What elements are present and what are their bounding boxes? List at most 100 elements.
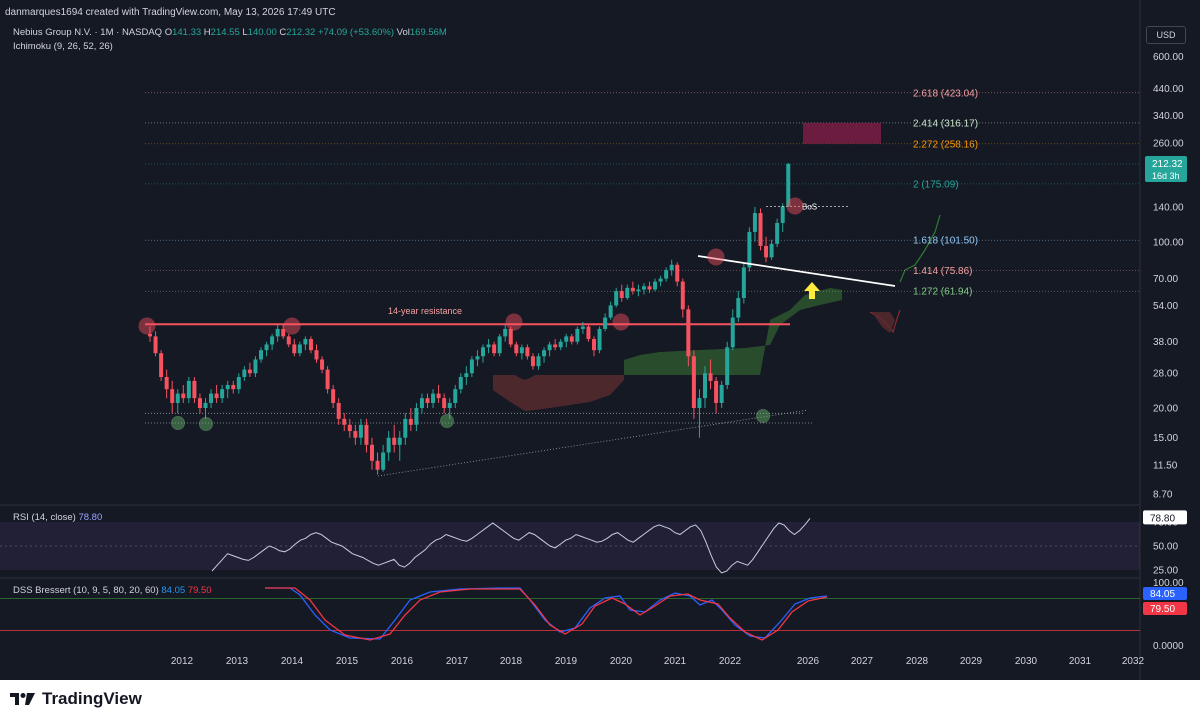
candle-body [786,163,791,207]
candle-body [403,418,408,438]
time-axis-tick: 2022 [719,656,742,667]
candle-body [358,424,363,438]
candle-body [592,339,596,351]
fib-level-label: 2.618 (423.04) [913,88,978,99]
time-axis-tick: 2026 [797,656,820,667]
up-arrow-icon [804,282,820,299]
candle-body [386,437,391,453]
candle-body [170,389,175,403]
candle-body [741,267,746,299]
candle-body [481,347,485,357]
ohlc-legend: Nebius Group N.V. · 1M · NASDAQ O141.33 … [13,27,447,38]
candle-body [197,398,202,408]
price-axis-tick: 20.00 [1153,404,1178,415]
candle-body [708,373,713,381]
rsi-legend[interactable]: RSI (14, close) 78.80 [13,512,103,523]
ichimoku-chikou [899,214,941,283]
price-chart[interactable]: 600.00440.00340.00260.00200.00140.00100.… [0,0,1200,680]
rsi-axis-tick: 25.00 [1153,566,1178,577]
candle-body [458,377,463,390]
candle-body [669,264,674,271]
symbol-name: Nebius Group N.V. · 1M · NASDAQ [13,27,163,38]
candle-body [525,347,530,357]
time-axis-tick: 2014 [281,656,304,667]
countdown-value: 16d 3h [1152,171,1180,181]
dss-axis-tick: 0.0000 [1153,641,1184,652]
candle-body [636,289,641,292]
candle-body [325,369,330,390]
fib-level-label: 1.414 (75.86) [913,266,973,277]
candle-body [286,336,291,345]
candle-body [281,328,286,337]
candle-body [764,245,769,258]
bos-label: BoS [802,203,817,212]
candle-body [175,393,180,403]
time-axis-tick: 2030 [1015,656,1038,667]
time-axis-tick: 2015 [336,656,359,667]
price-axis-tick: 440.00 [1153,84,1184,95]
dss-legend[interactable]: DSS Bressert (10, 9, 5, 80, 20, 60) 84.0… [13,585,212,596]
candle-body [236,377,241,390]
candle-body [370,444,374,461]
candle-body [608,305,613,318]
change-value: +74.09 (+53.60%) [317,27,395,38]
chart-area[interactable]: 600.00440.00340.00260.00200.00140.00100.… [0,0,1200,680]
candle-body [414,408,419,425]
candle-body [148,333,152,337]
candle-body [381,452,386,470]
candle-body [691,356,696,408]
dss-value-badge-red [1143,602,1187,615]
candle-body [270,336,275,345]
candle-body [508,328,513,345]
candle-body [775,222,780,244]
ichimoku-legend[interactable]: Ichimoku (9, 26, 52, 26) [13,41,113,52]
candle-body [186,380,191,399]
rsi-axis-tick: 50.00 [1153,542,1178,553]
candle-body [752,213,757,232]
currency-button[interactable]: USD [1146,26,1186,44]
time-axis-tick: 2012 [171,656,194,667]
candle-body [364,424,369,445]
candle-body [580,326,585,329]
candle-body [203,402,208,408]
candle-body [719,384,724,403]
price-axis-tick: 15.00 [1153,433,1178,444]
candle-body [259,350,263,360]
swing-high-marker [612,313,630,331]
candle-body [264,344,269,351]
candle-body [514,344,519,354]
candle-body [292,344,297,354]
candle-body [730,317,735,348]
tradingview-logo[interactable]: TradingView [10,689,142,709]
candle-body [703,373,707,399]
candle-body [619,291,624,299]
last-price-value: 212.32 [1152,159,1183,170]
candle-body [530,356,535,367]
price-axis-tick: 100.00 [1153,237,1184,248]
time-axis-tick: 2029 [960,656,983,667]
candle-body [159,353,164,378]
candle-body [519,347,524,354]
rsi-value-badge [1143,510,1187,525]
time-axis-tick: 2020 [610,656,633,667]
candle-body [630,287,635,292]
fib-level-label: 2.272 (258.16) [913,139,978,150]
candle-body [641,286,646,290]
price-axis-tick: 260.00 [1153,139,1184,150]
candle-body [231,384,236,390]
downtrend-line [697,255,896,287]
candle-body [247,369,252,374]
swing-low-marker [440,414,454,428]
time-axis-tick: 2017 [446,656,469,667]
time-axis-tick: 2027 [851,656,874,667]
candle-body [575,328,580,342]
price-axis-tick: 600.00 [1153,52,1184,63]
time-axis-tick: 2032 [1122,656,1145,667]
candle-body [553,344,558,348]
candle-body [181,393,186,399]
time-axis-tick: 2028 [906,656,929,667]
candle-body [347,424,352,432]
candle-body [308,339,313,351]
last-price-badge [1145,155,1187,182]
attribution: danmarques1694 created with TradingView.… [5,7,336,18]
